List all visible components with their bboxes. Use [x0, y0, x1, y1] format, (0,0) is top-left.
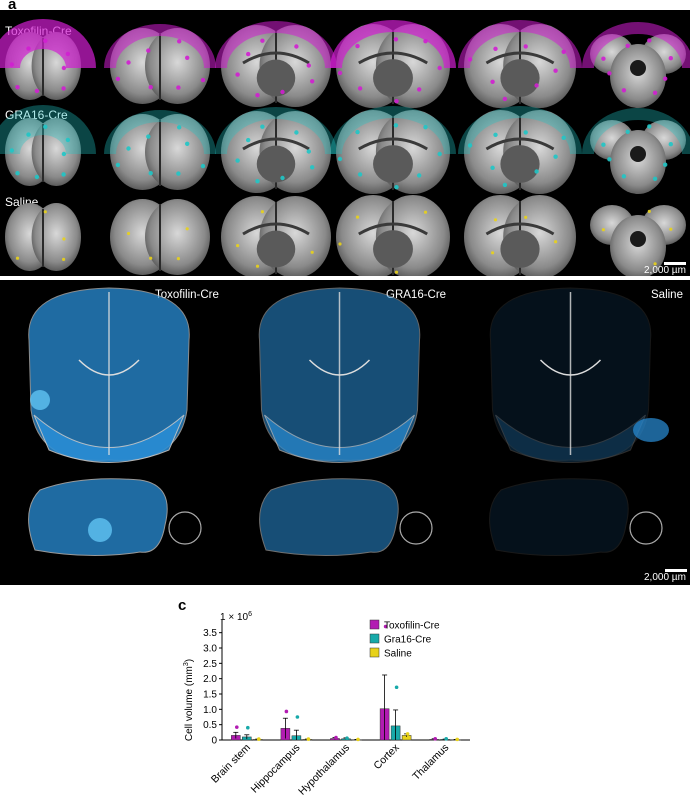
x-tick-label: Hippocampus: [249, 742, 303, 796]
cell-volume-bar-chart: 1 × 106 Cell volume (mm3) 0 0.5 1.0 1.5 2.0 2…: [183, 611, 470, 798]
saline-3d-brain: [489, 287, 669, 557]
legend-swatch: [369, 647, 380, 658]
coronal-section: [0, 19, 96, 100]
coronal-section: [5, 203, 81, 271]
data-point: [235, 725, 239, 729]
panel-a-coronal-sections: Toxofilin-Cre GRA16-Cre Saline 2,000 µm: [0, 10, 690, 276]
panel-b-scalebar-label: 2,000 µm: [644, 572, 686, 583]
panel-a-letter: a: [8, 0, 17, 13]
panel-b-label-saline: Saline: [651, 289, 683, 301]
data-point: [455, 737, 460, 742]
coronal-section: [104, 24, 216, 104]
coronal-section: [215, 107, 337, 193]
panel-b-label-toxofilin: Toxofilin-Cre: [155, 289, 219, 301]
brain-dorsal-view: [28, 287, 190, 463]
brain-sagittal-view: [489, 478, 663, 557]
x-tick-label: Cortex: [371, 741, 402, 772]
data-point: [444, 736, 449, 741]
data-point: [345, 736, 349, 740]
data-point: [433, 736, 438, 741]
y-tick-label: 2.0: [203, 674, 217, 685]
panel-b-label-gra16: GRA16-Cre: [386, 289, 447, 301]
legend-label: Toxofilin-Cre: [384, 621, 440, 632]
data-point: [295, 715, 300, 719]
coronal-section: [458, 106, 582, 194]
x-tick-label: Hypothalamus: [296, 742, 352, 798]
coronal-section: [582, 22, 690, 108]
coronal-section: [458, 20, 582, 108]
y-axis-label: Cell volume (mm3): [183, 659, 195, 741]
x-tick-label: Brain stem: [209, 741, 253, 785]
y-tick-label: 0: [211, 736, 217, 747]
y-tick-label: 0.5: [203, 720, 217, 731]
coronal-section: [215, 21, 337, 107]
data-point: [334, 735, 338, 740]
coronal-section: [464, 195, 576, 276]
panel-b-scalebar: [665, 569, 687, 572]
coronal-section: [110, 199, 210, 275]
legend-swatch: [369, 619, 380, 630]
brain-dorsal-view: [489, 287, 669, 463]
panel-b-toxofilin: Toxofilin-Cre: [0, 280, 228, 585]
coronal-section: [221, 196, 331, 276]
x-tick-label: Thalamus: [410, 742, 451, 783]
data-point: [405, 732, 410, 736]
coronal-section: [330, 106, 456, 194]
panel-b-saline: Saline: [461, 280, 690, 585]
coronal-section: [582, 108, 690, 194]
gra16-3d-brain: [258, 287, 433, 557]
coronal-section: [590, 205, 686, 276]
coronal-section: [336, 195, 450, 276]
legend-swatch: [369, 633, 380, 644]
data-point: [394, 685, 399, 690]
row-label-gra16: GRA16-Cre: [5, 108, 68, 122]
toxofilin-3d-brain: [28, 287, 202, 557]
coronal-section: [104, 110, 216, 190]
panel-a-scalebar: [664, 262, 686, 265]
data-point: [306, 737, 311, 741]
panel-a-scalebar-label: 2,000 µm: [644, 265, 686, 276]
panel-c-letter: c: [178, 597, 187, 614]
legend-label: Gra16-Cre: [384, 635, 432, 646]
brain-sagittal-view: [28, 478, 202, 557]
y-tick-label: 1.5: [203, 690, 217, 701]
y-tick-label: 3.0: [203, 644, 217, 655]
brain-sagittal-view: [259, 478, 433, 557]
data-point: [246, 725, 250, 730]
y-tick-label: 1.0: [203, 705, 217, 716]
y-tick-label: 3.5: [203, 628, 217, 639]
coronal-section: [330, 20, 456, 108]
brain-dorsal-view: [258, 287, 421, 463]
panel-b-gra16: GRA16-Cre: [231, 280, 458, 585]
data-point: [383, 624, 388, 629]
data-point: [257, 737, 261, 741]
data-point: [356, 737, 360, 742]
coronal-section: [0, 105, 96, 186]
y-multiplier: 1 × 106: [220, 611, 252, 623]
data-point: [284, 709, 289, 714]
coronal-brain-sections: [0, 19, 690, 276]
y-tick-label: 2.5: [203, 659, 217, 670]
legend-label: Saline: [384, 649, 412, 660]
